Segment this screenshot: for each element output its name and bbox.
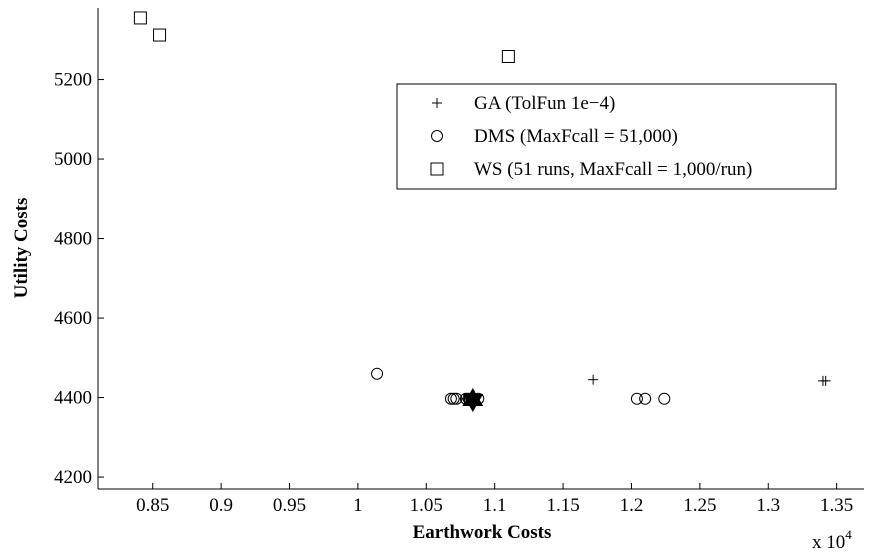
square-data-point [501,49,515,63]
data-markers [133,11,831,412]
legend-circle-icon [431,130,443,142]
legend-items: GA (TolFun 1e−4) DMS (MaxFcall = 51,000) W… [430,93,752,180]
circle-data-point [371,367,384,380]
x-ticks: 0.85 0.9 0.95 1 1.05 1.1 1.15 1.2 1.25 1.3 1.35 [136,483,853,516]
x-tick-label: 0.9 [209,495,233,516]
x-tick-label: 1.3 [756,495,780,516]
square-data-point [153,28,167,42]
x-axis-title: Earthwork Costs [413,522,552,543]
y-tick-label: 4600 [54,308,92,329]
legend-plus-icon [432,98,442,108]
legend-label: GA (TolFun 1e−4) [474,93,615,114]
hexagram-highlight-point [462,387,484,412]
circle-data-point [639,392,652,405]
y-tick-label: 5200 [54,70,92,91]
circle-data-point [444,392,457,405]
y-ticks: 4200 4400 4600 4800 5000 5200 [54,70,104,488]
x-tick-label: 1.2 [620,495,644,516]
y-tick-label: 5000 [54,149,92,170]
y-tick-label: 4400 [54,388,92,409]
x-multiplier-exponent: 4 [845,527,852,542]
legend-square-icon [430,162,444,176]
circle-data-point [658,392,671,405]
legend-label: DMS (MaxFcall = 51,000) [474,126,678,147]
plot-area [98,8,864,489]
plus-data-point [820,375,831,386]
x-tick-label: 1 [353,495,363,516]
plus-data-point [588,374,599,385]
x-tick-label: 1.15 [546,495,579,516]
y-axis-title: Utility Costs [11,198,32,299]
legend-label: WS (51 runs, MaxFcall = 1,000/run) [474,159,752,180]
circle-data-point [450,392,463,405]
square-data-point [133,11,147,25]
x-tick-label: 1.1 [483,495,507,516]
circle-data-point [630,392,643,405]
y-tick-label: 4800 [54,229,92,250]
y-tick-label: 4200 [54,467,92,488]
legend: GA (TolFun 1e−4) DMS (MaxFcall = 51,000) W… [396,83,837,190]
x-multiplier-base: x 10 [812,532,845,553]
x-multiplier: x 104 [812,527,852,553]
x-tick-label: 1.05 [410,495,443,516]
x-tick-label: 1.35 [820,495,853,516]
circle-data-point [447,392,460,405]
x-tick-label: 0.85 [136,495,169,516]
x-tick-label: 0.95 [273,495,306,516]
legend-box [396,83,837,190]
x-tick-label: 1.25 [683,495,716,516]
